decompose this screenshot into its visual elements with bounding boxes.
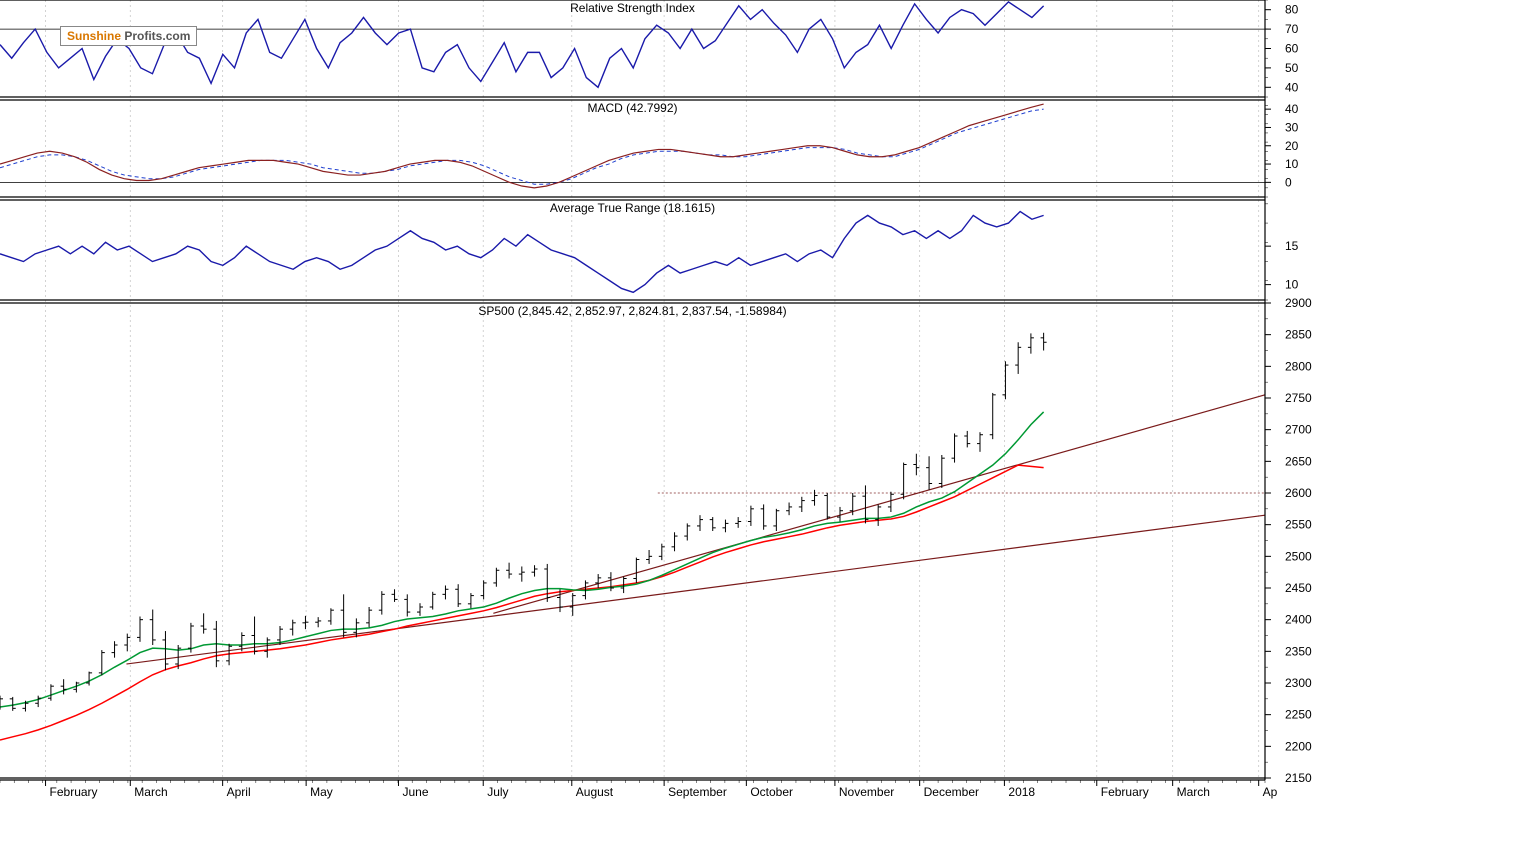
svg-text:2750: 2750: [1285, 391, 1312, 405]
svg-text:December: December: [924, 785, 979, 799]
svg-text:MACD (42.7992): MACD (42.7992): [587, 101, 677, 115]
svg-text:15: 15: [1285, 239, 1299, 253]
svg-text:2800: 2800: [1285, 359, 1312, 373]
financial-chart: Sunshine Profits.com February March April M…: [0, 0, 1536, 864]
svg-text:2250: 2250: [1285, 708, 1312, 722]
svg-text:February: February: [50, 785, 98, 799]
svg-text:2150: 2150: [1285, 771, 1312, 785]
svg-text:March: March: [1177, 785, 1210, 799]
svg-text:70: 70: [1285, 22, 1299, 36]
svg-text:August: August: [576, 785, 614, 799]
svg-text:10: 10: [1285, 278, 1299, 292]
svg-text:2400: 2400: [1285, 613, 1312, 627]
svg-text:2650: 2650: [1285, 454, 1312, 468]
svg-text:40: 40: [1285, 102, 1299, 116]
svg-text:SP500 (2,845.42, 2,852.97, 2,8: SP500 (2,845.42, 2,852.97, 2,824.81, 2,8…: [478, 304, 786, 318]
svg-text:July: July: [487, 785, 508, 799]
svg-text:June: June: [402, 785, 428, 799]
svg-text:Relative Strength Index: Relative Strength Index: [570, 1, 695, 15]
svg-text:10: 10: [1285, 157, 1299, 171]
svg-text:0: 0: [1285, 175, 1292, 189]
svg-text:May: May: [310, 785, 333, 799]
svg-text:November: November: [839, 785, 894, 799]
svg-text:60: 60: [1285, 42, 1299, 56]
svg-text:March: March: [134, 785, 167, 799]
svg-text:40: 40: [1285, 80, 1299, 94]
svg-text:80: 80: [1285, 3, 1299, 17]
watermark-badge: Sunshine Profits.com: [60, 26, 197, 46]
svg-text:October: October: [750, 785, 793, 799]
svg-text:50: 50: [1285, 61, 1299, 75]
svg-text:2200: 2200: [1285, 739, 1312, 753]
svg-text:2300: 2300: [1285, 676, 1312, 690]
svg-text:2700: 2700: [1285, 423, 1312, 437]
svg-text:September: September: [668, 785, 727, 799]
svg-text:Average True Range (18.1615): Average True Range (18.1615): [550, 201, 715, 215]
svg-text:20: 20: [1285, 139, 1299, 153]
watermark-left: Sunshine: [67, 29, 121, 43]
chart-svg: February March April May June July August Septe…: [0, 0, 1536, 864]
svg-text:2018: 2018: [1008, 785, 1035, 799]
svg-text:February: February: [1101, 785, 1149, 799]
svg-text:2900: 2900: [1285, 296, 1312, 310]
svg-text:2350: 2350: [1285, 644, 1312, 658]
svg-text:30: 30: [1285, 120, 1299, 134]
svg-text:April: April: [227, 785, 251, 799]
svg-text:2550: 2550: [1285, 518, 1312, 532]
watermark-right: Profits.com: [121, 29, 190, 43]
svg-text:Ap: Ap: [1263, 785, 1278, 799]
svg-text:2450: 2450: [1285, 581, 1312, 595]
svg-text:2850: 2850: [1285, 328, 1312, 342]
svg-text:2600: 2600: [1285, 486, 1312, 500]
svg-text:2500: 2500: [1285, 549, 1312, 563]
